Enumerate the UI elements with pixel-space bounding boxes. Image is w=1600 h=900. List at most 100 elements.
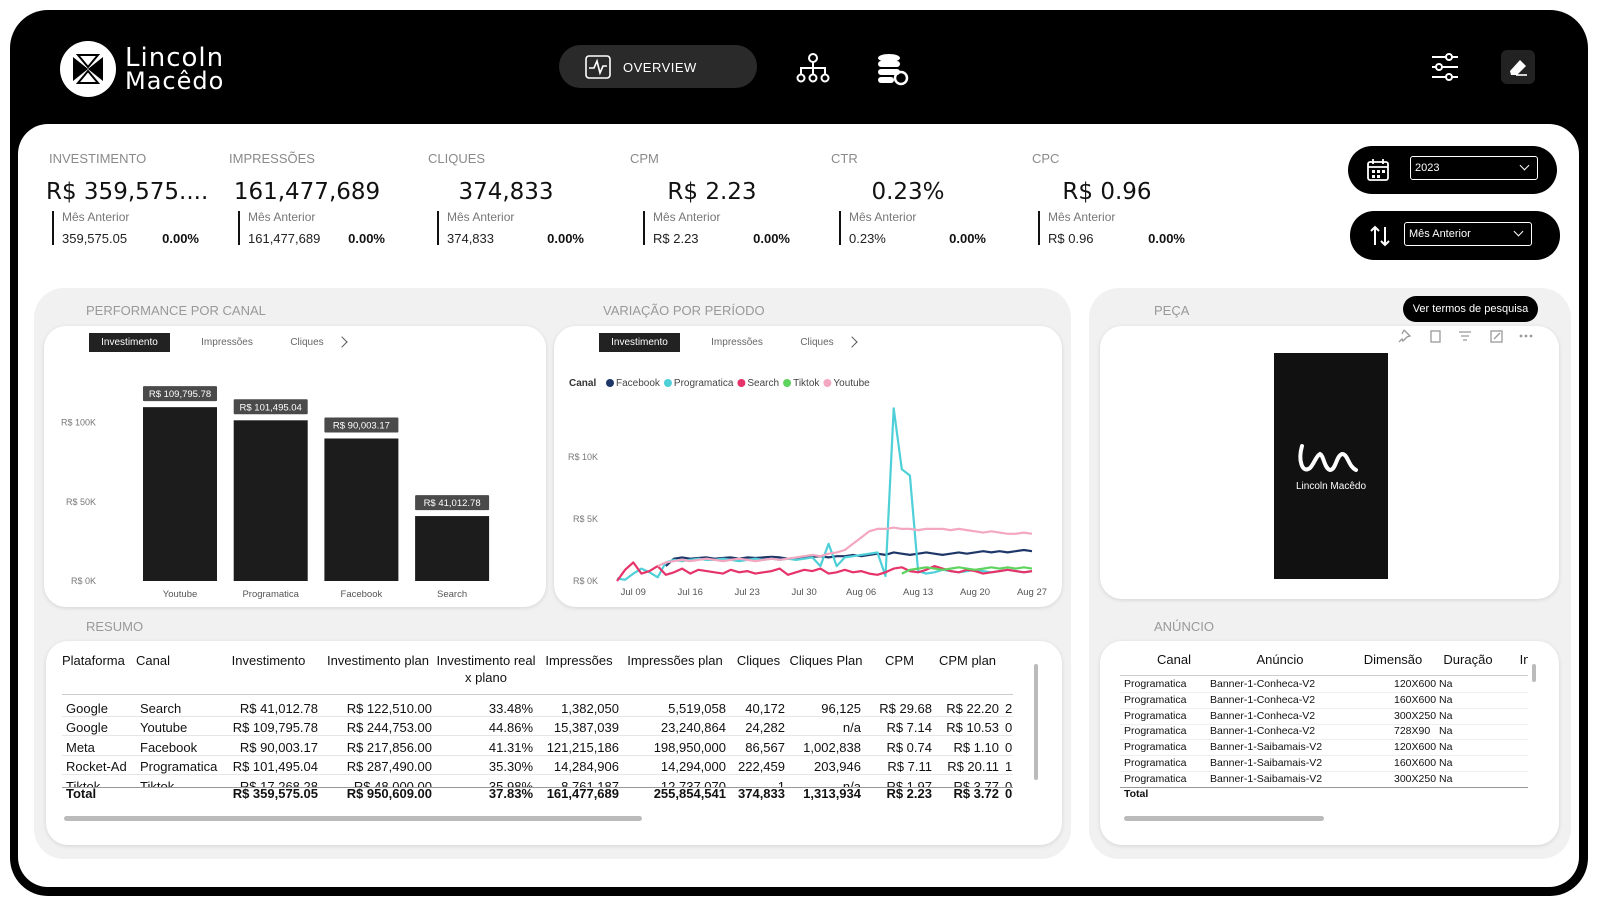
tab[interactable]: Cliques — [290, 337, 324, 348]
table-cell: Programatica — [1124, 757, 1187, 769]
table-cell: 33.48% — [488, 701, 533, 716]
table-cell: R$ 101,495.04 — [232, 759, 318, 775]
nav-overview[interactable] — [559, 45, 757, 88]
table-cell: 121,215,186 — [546, 739, 619, 755]
column-header[interactable]: In — [1519, 652, 1528, 667]
nav-label[interactable]: OVERVIEW — [623, 60, 697, 75]
column-header[interactable]: Anúncio — [1256, 652, 1304, 667]
column-header[interactable]: Impressões plan — [627, 653, 723, 668]
column-header[interactable]: Investimento real x plano — [436, 653, 536, 685]
table-cell: Google — [66, 701, 108, 716]
column-header[interactable]: Canal — [136, 653, 170, 668]
table-cell: Na — [1439, 757, 1453, 769]
logo-text: Lincoln — [125, 43, 225, 73]
table-cell: 14,294,000 — [660, 759, 726, 775]
anuncio-card: Canal Anúncio Dimensão Duração In Programatic… — [1100, 641, 1559, 845]
tab[interactable]: Impressões — [201, 337, 253, 348]
column-header[interactable]: Canal — [1157, 652, 1191, 667]
table-cell: Banner-1-Conheca-V2 — [1210, 725, 1316, 738]
data-label-bg — [415, 495, 490, 511]
y-tick-label: R$ 5K — [573, 514, 598, 524]
table-cell: Google — [66, 720, 108, 736]
total-rule — [1120, 787, 1528, 788]
table-cell: R$ 109,795.78 — [232, 720, 318, 736]
table-cell: 1.56 — [1005, 759, 1013, 775]
filter-dropdown[interactable]: Mês Anterior — [1404, 222, 1532, 246]
database-icon[interactable] — [876, 52, 910, 86]
y-tick-label: R$ 50K — [66, 497, 96, 507]
column-header[interactable]: Dimensão — [1363, 652, 1423, 667]
header-rule — [1120, 675, 1528, 676]
table-cell: R$ 217,856.00 — [346, 739, 432, 755]
column-header[interactable]: Cliques Plan — [789, 653, 863, 668]
table-cell: 44.86% — [488, 720, 533, 736]
table-cell: R$ 29.68 — [879, 701, 932, 716]
filter-value: 2023 — [1415, 162, 1440, 174]
kpi-label: INVESTIMENTO — [49, 151, 147, 166]
kpi-value: 0.23% — [871, 179, 945, 205]
x-tick-label: Aug 27 — [1017, 587, 1047, 598]
tab-active[interactable]: Investimento — [599, 333, 680, 352]
legend-label: Youtube — [833, 378, 870, 389]
row-rule — [62, 735, 1013, 737]
row-rule — [1120, 739, 1528, 741]
x-tick-label: Facebook — [341, 589, 383, 600]
ad-scrollbar-h[interactable] — [1124, 816, 1324, 821]
column-header[interactable]: Investimento — [231, 653, 306, 668]
total-cell: 37.83% — [488, 786, 533, 801]
kpi-value: R$ 0.96 — [1062, 179, 1152, 205]
table-cell: Banner-1-Saibamais-V2 — [1210, 757, 1323, 769]
bar — [233, 420, 308, 581]
tab-active[interactable]: Investimento — [89, 333, 170, 352]
x-tick-label: Aug 20 — [960, 587, 990, 598]
visual-toolbar[interactable] — [1396, 327, 1546, 347]
table-cell: 12,737,070 — [660, 778, 726, 787]
filter-value: Mês Anterior — [1409, 228, 1471, 240]
table-scrollbar-v[interactable] — [1034, 664, 1038, 780]
column-header[interactable]: CTR — [1001, 652, 1013, 669]
table-cell: Na — [1439, 678, 1453, 690]
kpi-previous: 161,477,689 — [248, 231, 321, 246]
bar — [324, 438, 399, 581]
column-header[interactable]: Cliques — [736, 653, 781, 668]
x-tick-label: Youtube — [163, 589, 198, 600]
column-header[interactable]: CPM plan — [938, 653, 997, 668]
column-header[interactable]: Plataforma — [62, 653, 125, 668]
table-cell: 160X600 — [1394, 693, 1437, 706]
kpi-previous: R$ 0.96 — [1048, 231, 1094, 246]
filter-settings-icon[interactable] — [1430, 52, 1460, 82]
line-card: Investimento Impressões Cliques R$ 0K R$ 5K R… — [554, 326, 1062, 607]
table-cell: Programatica — [1124, 725, 1187, 738]
table-cell: R$ 22.20 — [946, 701, 999, 716]
creative-image[interactable] — [1274, 353, 1388, 579]
column-header[interactable]: Investimento plan — [327, 653, 429, 668]
x-tick-label: Jul 23 — [735, 587, 760, 598]
series-line — [616, 561, 1033, 582]
column-header[interactable]: Duração — [1443, 652, 1493, 667]
column-header[interactable]: CPM — [885, 653, 914, 668]
total-cell: 0.23 — [1005, 786, 1013, 801]
dropdown-chevron — [1519, 160, 1530, 171]
tab[interactable]: Cliques — [800, 337, 834, 348]
table-cell: R$ 41,012.78 — [239, 701, 318, 716]
kpi-label: IMPRESSÕES — [229, 151, 315, 166]
tab[interactable]: Impressões — [711, 337, 763, 348]
table-cell: R$ 7.14 — [886, 720, 932, 736]
table-cell: 1,002,838 — [803, 739, 861, 755]
column-header[interactable]: Impressões — [545, 653, 613, 668]
table-cell: Banner-1-Saibamais-V2 — [1210, 772, 1323, 785]
table-cell: 14,284,906 — [553, 759, 619, 775]
calendar-icon — [1367, 159, 1389, 181]
table-cell: 222,459 — [738, 759, 785, 775]
table-cell: Banner-1-Conheca-V2 — [1210, 678, 1316, 690]
table-scrollbar-h[interactable] — [64, 816, 642, 821]
eraser-button[interactable] — [1501, 50, 1535, 84]
ad-scrollbar-v[interactable] — [1532, 664, 1536, 682]
filter-dropdown[interactable]: 2023 — [1410, 156, 1538, 180]
data-label: R$ 41,012.78 — [424, 498, 481, 509]
hierarchy-icon[interactable] — [796, 52, 830, 84]
table-cell: R$ 17,268.28 — [239, 778, 318, 787]
table-cell: 120X600 — [1394, 741, 1437, 754]
kpi-change: 0.00% — [1148, 231, 1185, 246]
